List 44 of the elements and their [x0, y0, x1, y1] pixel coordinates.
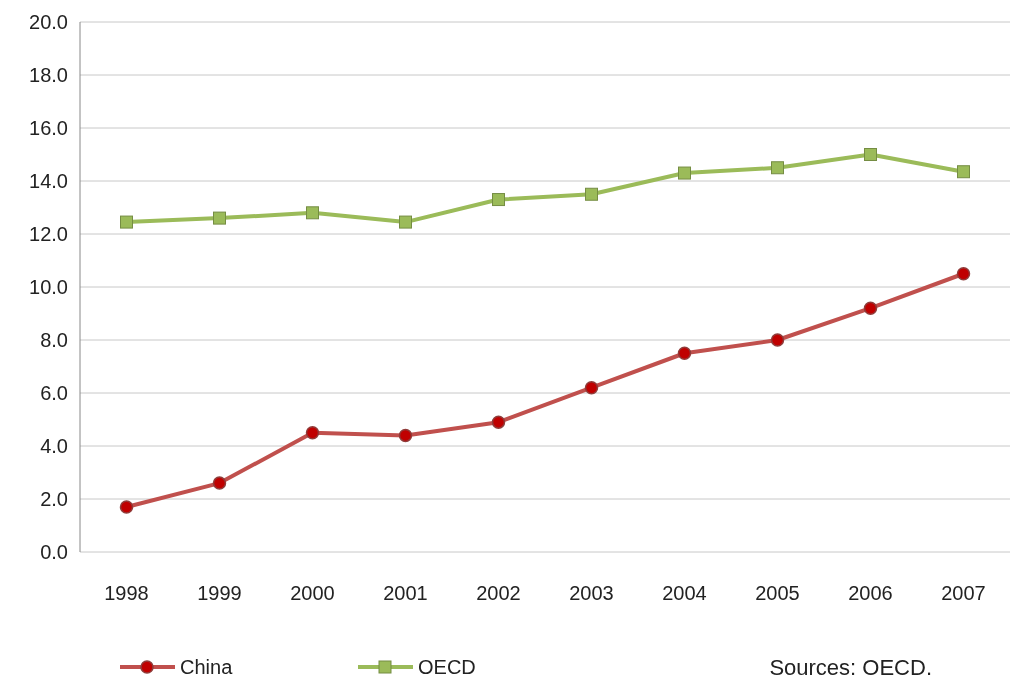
point [306, 206, 319, 220]
y-tick-label: 10.0 [29, 276, 68, 298]
point [119, 500, 134, 514]
point [120, 215, 133, 229]
x-tick-label: 1999 [197, 582, 242, 604]
point [491, 415, 506, 429]
point [771, 161, 784, 175]
y-tick-label: 16.0 [29, 117, 68, 139]
x-tick-label: 2002 [476, 582, 521, 604]
point [305, 426, 320, 440]
point [770, 333, 785, 347]
x-tick-label: 2004 [662, 582, 707, 604]
y-tick-label: 2.0 [40, 488, 68, 510]
x-tick-label: 2006 [848, 582, 893, 604]
y-tick-label: 14.0 [29, 170, 68, 192]
x-tick-label: 2001 [383, 582, 428, 604]
legend-label: OECD [418, 656, 476, 678]
point [956, 267, 971, 281]
x-tick-label: 2000 [290, 582, 335, 604]
y-tick-label: 8.0 [40, 329, 68, 351]
y-tick-label: 12.0 [29, 223, 68, 245]
x-tick-label: 2003 [569, 582, 614, 604]
y-tick-label: 20.0 [29, 11, 68, 33]
point [213, 211, 226, 225]
legend-label: China [180, 656, 234, 678]
point [677, 346, 692, 360]
y-tick-label: 4.0 [40, 435, 68, 457]
point [864, 148, 877, 161]
point [398, 428, 413, 443]
point [957, 165, 970, 179]
x-tick-label: 1998 [104, 582, 149, 604]
point [585, 187, 598, 201]
point [584, 380, 599, 395]
point [212, 476, 227, 490]
y-tick-label: 0.0 [40, 541, 68, 563]
source-note: Sources: OECD. [769, 654, 932, 680]
y-tick-label: 6.0 [40, 382, 68, 404]
point [863, 301, 878, 315]
point [678, 166, 691, 180]
point [399, 215, 412, 229]
y-tick-label: 18.0 [29, 64, 68, 86]
x-tick-label: 2005 [755, 582, 800, 604]
point [492, 193, 505, 207]
x-tick-label: 2007 [941, 582, 986, 604]
